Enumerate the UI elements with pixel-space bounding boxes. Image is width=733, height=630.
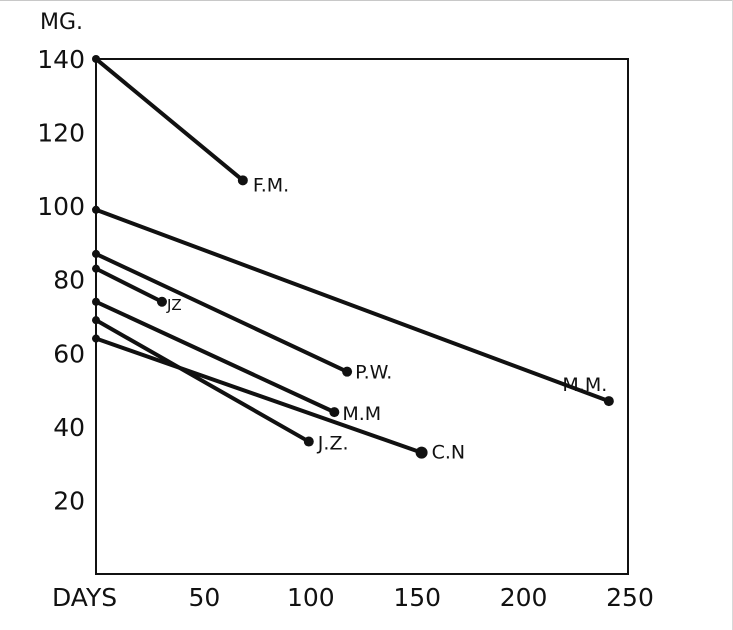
- start-point-m-m-4: [92, 297, 100, 306]
- series-jz-3: JZ: [92, 264, 182, 314]
- y-axis-title: MG.: [40, 10, 83, 35]
- y-tick-group: 140 120 100 80 60 40 20: [37, 45, 85, 515]
- series-line-m-m-1: [94, 207, 611, 404]
- series-line-f-m-0: [94, 56, 245, 183]
- start-point-jz-3: [92, 264, 100, 273]
- series-label-jz-3: JZ: [166, 296, 182, 314]
- x-tick-label-200: 200: [500, 583, 548, 612]
- x-tick-label-250: 250: [606, 583, 654, 612]
- end-point-m-m-4: [329, 407, 340, 418]
- series-f-m-0: F.M.: [92, 54, 289, 196]
- series-label-c-n-6: C.N: [432, 442, 466, 464]
- y-tick-label-120: 120: [37, 119, 85, 148]
- start-point-m-m-1: [92, 205, 100, 214]
- y-tick-label-40: 40: [53, 413, 85, 442]
- series-line-p-w-2: [94, 251, 350, 374]
- y-tick-label-60: 60: [53, 339, 85, 368]
- start-point-f-m-0: [92, 54, 100, 63]
- series-line-m-m-4: [94, 299, 337, 415]
- end-point-m-m-1: [603, 396, 614, 407]
- end-point-jz-3: [156, 296, 167, 307]
- x-tick-group: 50 100 150 200 250: [188, 583, 653, 612]
- x-axis-title: DAYS: [52, 583, 117, 612]
- series-line-jz-3: [94, 266, 164, 304]
- end-point-j-z-5: [303, 436, 314, 447]
- y-tick-label-20: 20: [53, 486, 85, 515]
- series-label-m-m-1: M.M.: [562, 374, 607, 396]
- series-label-f-m-0: F.M.: [253, 174, 289, 196]
- plot-frame: [95, 58, 629, 575]
- series-group: F.M. M.M. P.W. JZ M.M J.Z. C.N: [92, 54, 614, 464]
- start-point-c-n-6: [92, 334, 100, 343]
- window-top-border: [0, 0, 733, 1]
- series-c-n-6: C.N: [92, 334, 466, 464]
- x-tick-label-100: 100: [287, 583, 335, 612]
- y-tick-label-100: 100: [37, 192, 85, 221]
- series-line-j-z-5: [94, 318, 311, 444]
- series-p-w-2: P.W.: [92, 249, 392, 384]
- start-point-j-z-5: [92, 316, 100, 325]
- end-point-f-m-0: [237, 175, 248, 186]
- y-tick-label-80: 80: [53, 266, 85, 295]
- series-line-c-n-6: [94, 336, 424, 455]
- y-tick-label-140: 140: [37, 45, 85, 74]
- series-m-m-4: M.M: [92, 297, 381, 425]
- x-tick-label-150: 150: [393, 583, 441, 612]
- series-label-j-z-5: J.Z.: [317, 433, 349, 455]
- end-point-c-n-6: [415, 446, 428, 459]
- series-m-m-1: M.M.: [92, 205, 614, 407]
- series-label-m-m-4: M.M: [342, 403, 381, 425]
- series-label-p-w-2: P.W.: [355, 362, 392, 384]
- x-tick-label-50: 50: [188, 583, 220, 612]
- series-j-z-5: J.Z.: [92, 316, 349, 455]
- start-point-p-w-2: [92, 249, 100, 258]
- end-point-p-w-2: [342, 366, 353, 377]
